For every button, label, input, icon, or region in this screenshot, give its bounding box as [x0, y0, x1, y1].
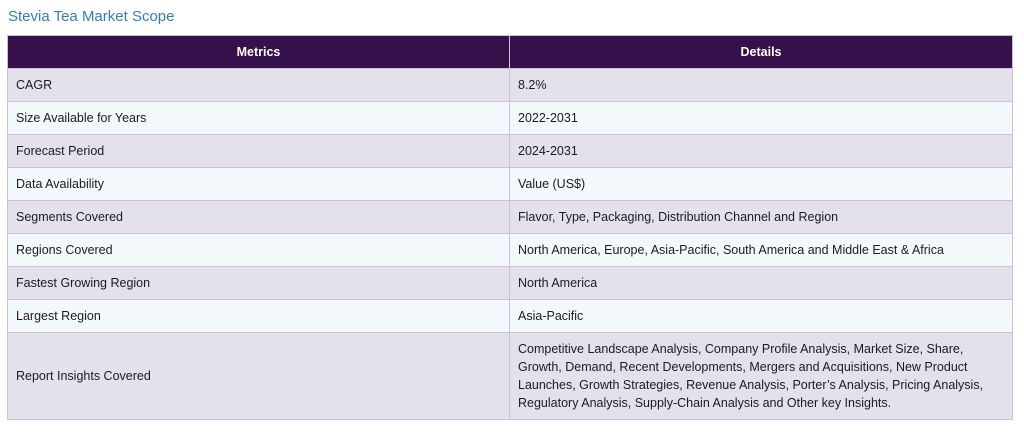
header-details: Details [509, 35, 1013, 69]
table-header-row: Metrics Details [7, 35, 1013, 69]
metric-cell: Largest Region [7, 299, 510, 333]
detail-cell: 8.2% [509, 68, 1013, 102]
detail-cell: North America, Europe, Asia-Pacific, Sou… [509, 233, 1013, 267]
table-row: Largest Region Asia-Pacific [7, 299, 1013, 333]
metric-cell: Data Availability [7, 167, 510, 201]
detail-cell: Asia-Pacific [509, 299, 1013, 333]
metric-cell: Fastest Growing Region [7, 266, 510, 300]
table-row: CAGR 8.2% [7, 68, 1013, 102]
detail-cell: Value (US$) [509, 167, 1013, 201]
table-row: Fastest Growing Region North America [7, 266, 1013, 300]
header-metrics: Metrics [7, 35, 510, 69]
table-row: Forecast Period 2024-2031 [7, 134, 1013, 168]
detail-cell: Flavor, Type, Packaging, Distribution Ch… [509, 200, 1013, 234]
table-row: Regions Covered North America, Europe, A… [7, 233, 1013, 267]
metric-cell: CAGR [7, 68, 510, 102]
market-scope-table: Metrics Details CAGR 8.2% Size Available… [7, 35, 1013, 420]
detail-cell: 2024-2031 [509, 134, 1013, 168]
page-title: Stevia Tea Market Scope [8, 8, 175, 25]
metric-cell: Segments Covered [7, 200, 510, 234]
metric-cell: Forecast Period [7, 134, 510, 168]
detail-cell: Competitive Landscape Analysis, Company … [509, 332, 1013, 420]
metric-cell: Regions Covered [7, 233, 510, 267]
metric-cell: Report Insights Covered [7, 332, 510, 420]
detail-cell: 2022-2031 [509, 101, 1013, 135]
detail-cell: North America [509, 266, 1013, 300]
table-row: Size Available for Years 2022-2031 [7, 101, 1013, 135]
table-row: Segments Covered Flavor, Type, Packaging… [7, 200, 1013, 234]
table-row: Data Availability Value (US$) [7, 167, 1013, 201]
metric-cell: Size Available for Years [7, 101, 510, 135]
table-row: Report Insights Covered Competitive Land… [7, 332, 1013, 420]
